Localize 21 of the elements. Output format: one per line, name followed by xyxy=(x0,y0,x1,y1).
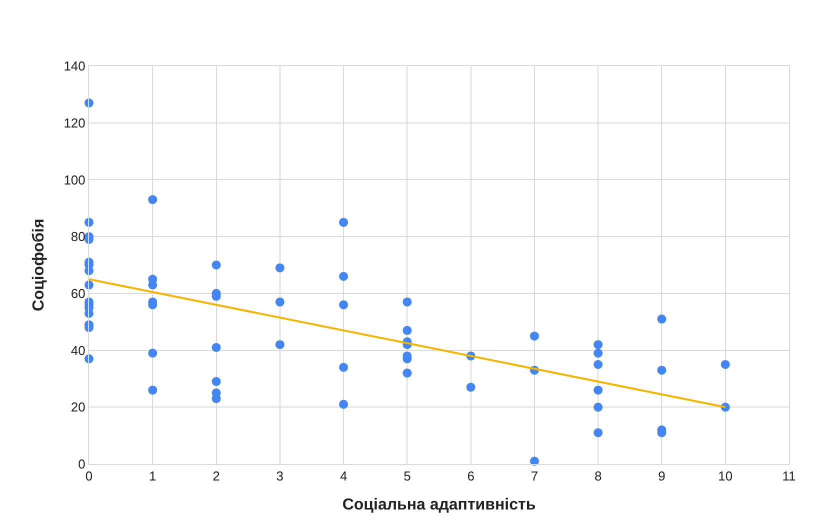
x-tick-label: 6 xyxy=(467,468,474,484)
x-tick-label: 8 xyxy=(594,468,602,484)
y-tick-label: 60 xyxy=(70,286,86,301)
x-tick-label: 3 xyxy=(276,468,284,484)
x-tick-label: 1 xyxy=(149,468,156,484)
x-axis-title: Соціальна адаптивність xyxy=(342,496,536,514)
y-tick-label: 20 xyxy=(70,400,86,415)
y-tick-label: 120 xyxy=(64,115,86,130)
x-tick-label: 4 xyxy=(340,468,348,484)
y-tick-label: 0 xyxy=(78,456,86,472)
y-tick-label: 80 xyxy=(70,229,86,244)
x-tick-label: 5 xyxy=(404,468,411,484)
y-axis-title: Соціофобія xyxy=(30,218,48,312)
x-tick-label: 7 xyxy=(530,468,538,484)
y-tick-label: 40 xyxy=(70,342,86,358)
x-tick-label: 11 xyxy=(782,468,796,484)
y-tick-label: 140 xyxy=(64,58,86,74)
x-tick-label: 2 xyxy=(212,468,220,484)
x-tick-label: 9 xyxy=(658,468,666,484)
y-tick-label: 100 xyxy=(64,172,86,188)
x-tick-label: 10 xyxy=(718,468,733,484)
